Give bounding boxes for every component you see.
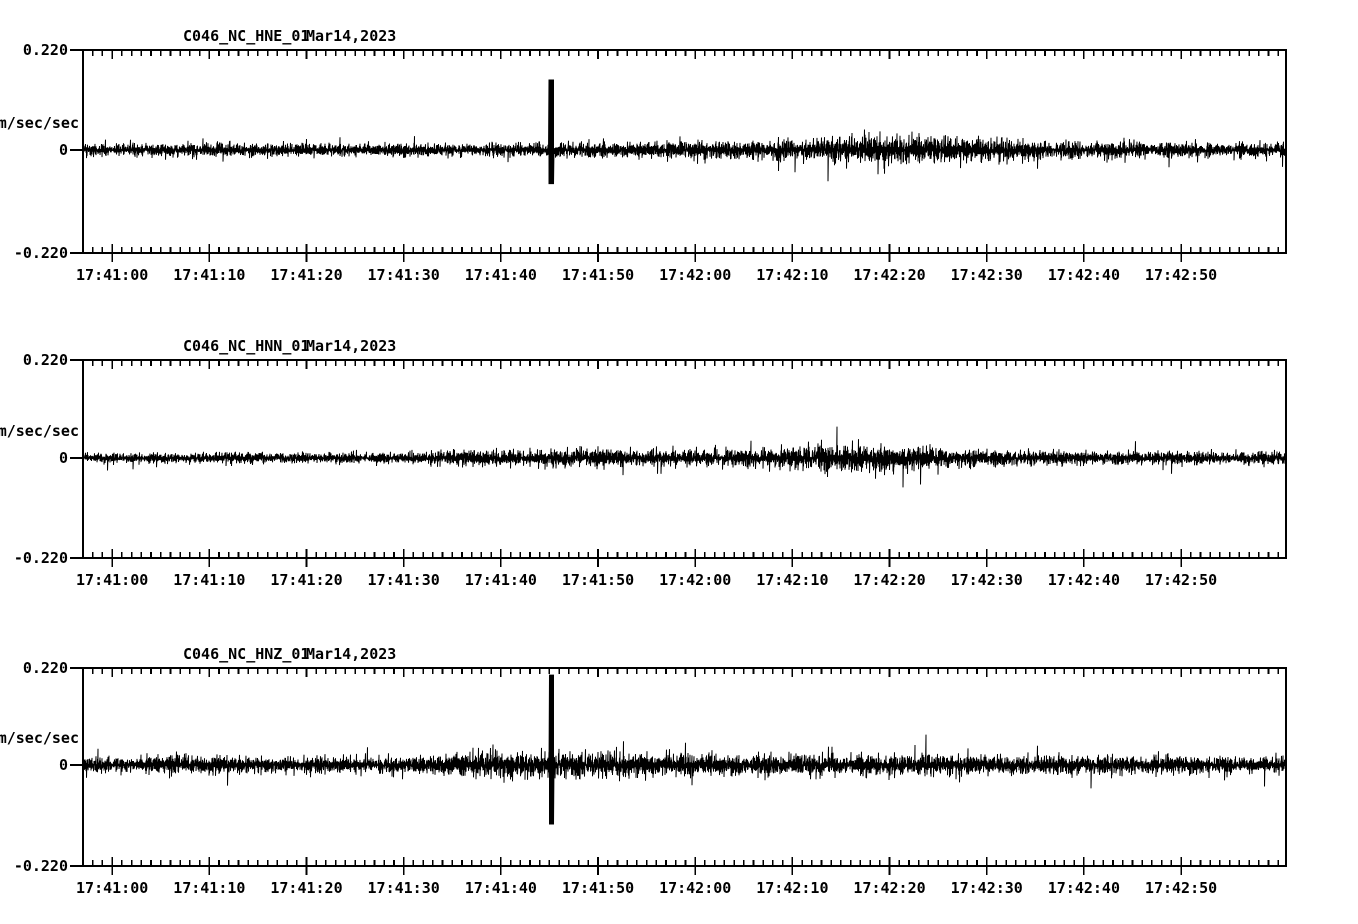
y-axis-unit-label: cm/sec/sec: [0, 114, 79, 132]
x-tick-label: 17:42:20: [853, 266, 925, 284]
x-tick-label: 17:41:50: [562, 266, 634, 284]
x-tick-label: 17:41:20: [270, 879, 342, 897]
x-tick-label: 17:41:10: [173, 879, 245, 897]
x-tick-label: 17:42:10: [756, 571, 828, 589]
x-tick-label: 17:42:50: [1145, 879, 1217, 897]
x-tick-label: 17:42:30: [951, 879, 1023, 897]
y-axis-ticks: [70, 49, 83, 254]
x-tick-label: 17:41:10: [173, 571, 245, 589]
y-tick-label: 0.220: [23, 659, 68, 677]
y-tick-label: -0.220: [14, 549, 68, 567]
plot-frame: [82, 359, 1287, 559]
x-tick-label: 17:41:40: [465, 879, 537, 897]
y-axis-unit-label: cm/sec/sec: [0, 422, 79, 440]
y-tick-label: 0.220: [23, 41, 68, 59]
panel-title-hnz: C046_NC_HNZ_01: [183, 645, 309, 663]
y-tick-label: 0: [59, 141, 68, 159]
y-axis-ticks: [70, 359, 83, 559]
x-tick-label: 17:41:10: [173, 266, 245, 284]
x-tick-label: 17:42:00: [659, 266, 731, 284]
x-tick-label: 17:41:20: [270, 571, 342, 589]
x-tick-label: 17:41:50: [562, 879, 634, 897]
x-tick-label: 17:42:00: [659, 879, 731, 897]
waveform-trace-hne: [83, 79, 1286, 185]
x-tick-label: 17:42:00: [659, 571, 731, 589]
x-tick-label: 17:41:40: [465, 571, 537, 589]
x-tick-label: 17:41:30: [368, 571, 440, 589]
x-tick-label: 17:42:30: [951, 571, 1023, 589]
panel-title-hnn: C046_NC_HNN_01: [183, 337, 309, 355]
x-tick-label: 17:42:30: [951, 266, 1023, 284]
plot-frame: [82, 667, 1287, 867]
panel-date-hnn: Mar14,2023: [306, 337, 396, 355]
x-tick-label: 17:41:40: [465, 266, 537, 284]
y-tick-label: -0.220: [14, 857, 68, 875]
axis-ticks: [82, 668, 1280, 875]
x-tick-label: 17:42:40: [1048, 266, 1120, 284]
waveform-trace-hnn: [83, 426, 1286, 488]
y-tick-label: 0.220: [23, 351, 68, 369]
x-tick-label: 17:41:50: [562, 571, 634, 589]
x-tick-label: 17:41:30: [368, 879, 440, 897]
x-tick-label: 17:42:10: [756, 266, 828, 284]
panel-title-hne: C046_NC_HNE_01: [183, 27, 309, 45]
y-axis-unit-label: cm/sec/sec: [0, 729, 79, 747]
x-tick-label: 17:42:50: [1145, 266, 1217, 284]
axis-ticks: [82, 360, 1280, 567]
x-tick-label: 17:41:00: [76, 266, 148, 284]
x-tick-label: 17:42:20: [853, 879, 925, 897]
y-tick-label: 0: [59, 756, 68, 774]
x-tick-label: 17:42:40: [1048, 571, 1120, 589]
panel-date-hnz: Mar14,2023: [306, 645, 396, 663]
axis-ticks: [82, 50, 1280, 262]
plot-frame: [82, 49, 1287, 254]
x-tick-label: 17:42:10: [756, 879, 828, 897]
x-tick-label: 17:42:20: [853, 571, 925, 589]
x-tick-label: 17:41:30: [368, 266, 440, 284]
y-tick-label: 0: [59, 449, 68, 467]
x-tick-label: 17:41:20: [270, 266, 342, 284]
y-tick-label: -0.220: [14, 244, 68, 262]
waveform-trace-hnz: [83, 674, 1286, 825]
x-tick-label: 17:42:50: [1145, 571, 1217, 589]
panel-date-hne: Mar14,2023: [306, 27, 396, 45]
x-tick-label: 17:42:40: [1048, 879, 1120, 897]
x-tick-label: 17:41:00: [76, 879, 148, 897]
y-axis-ticks: [70, 667, 83, 867]
x-tick-label: 17:41:00: [76, 571, 148, 589]
